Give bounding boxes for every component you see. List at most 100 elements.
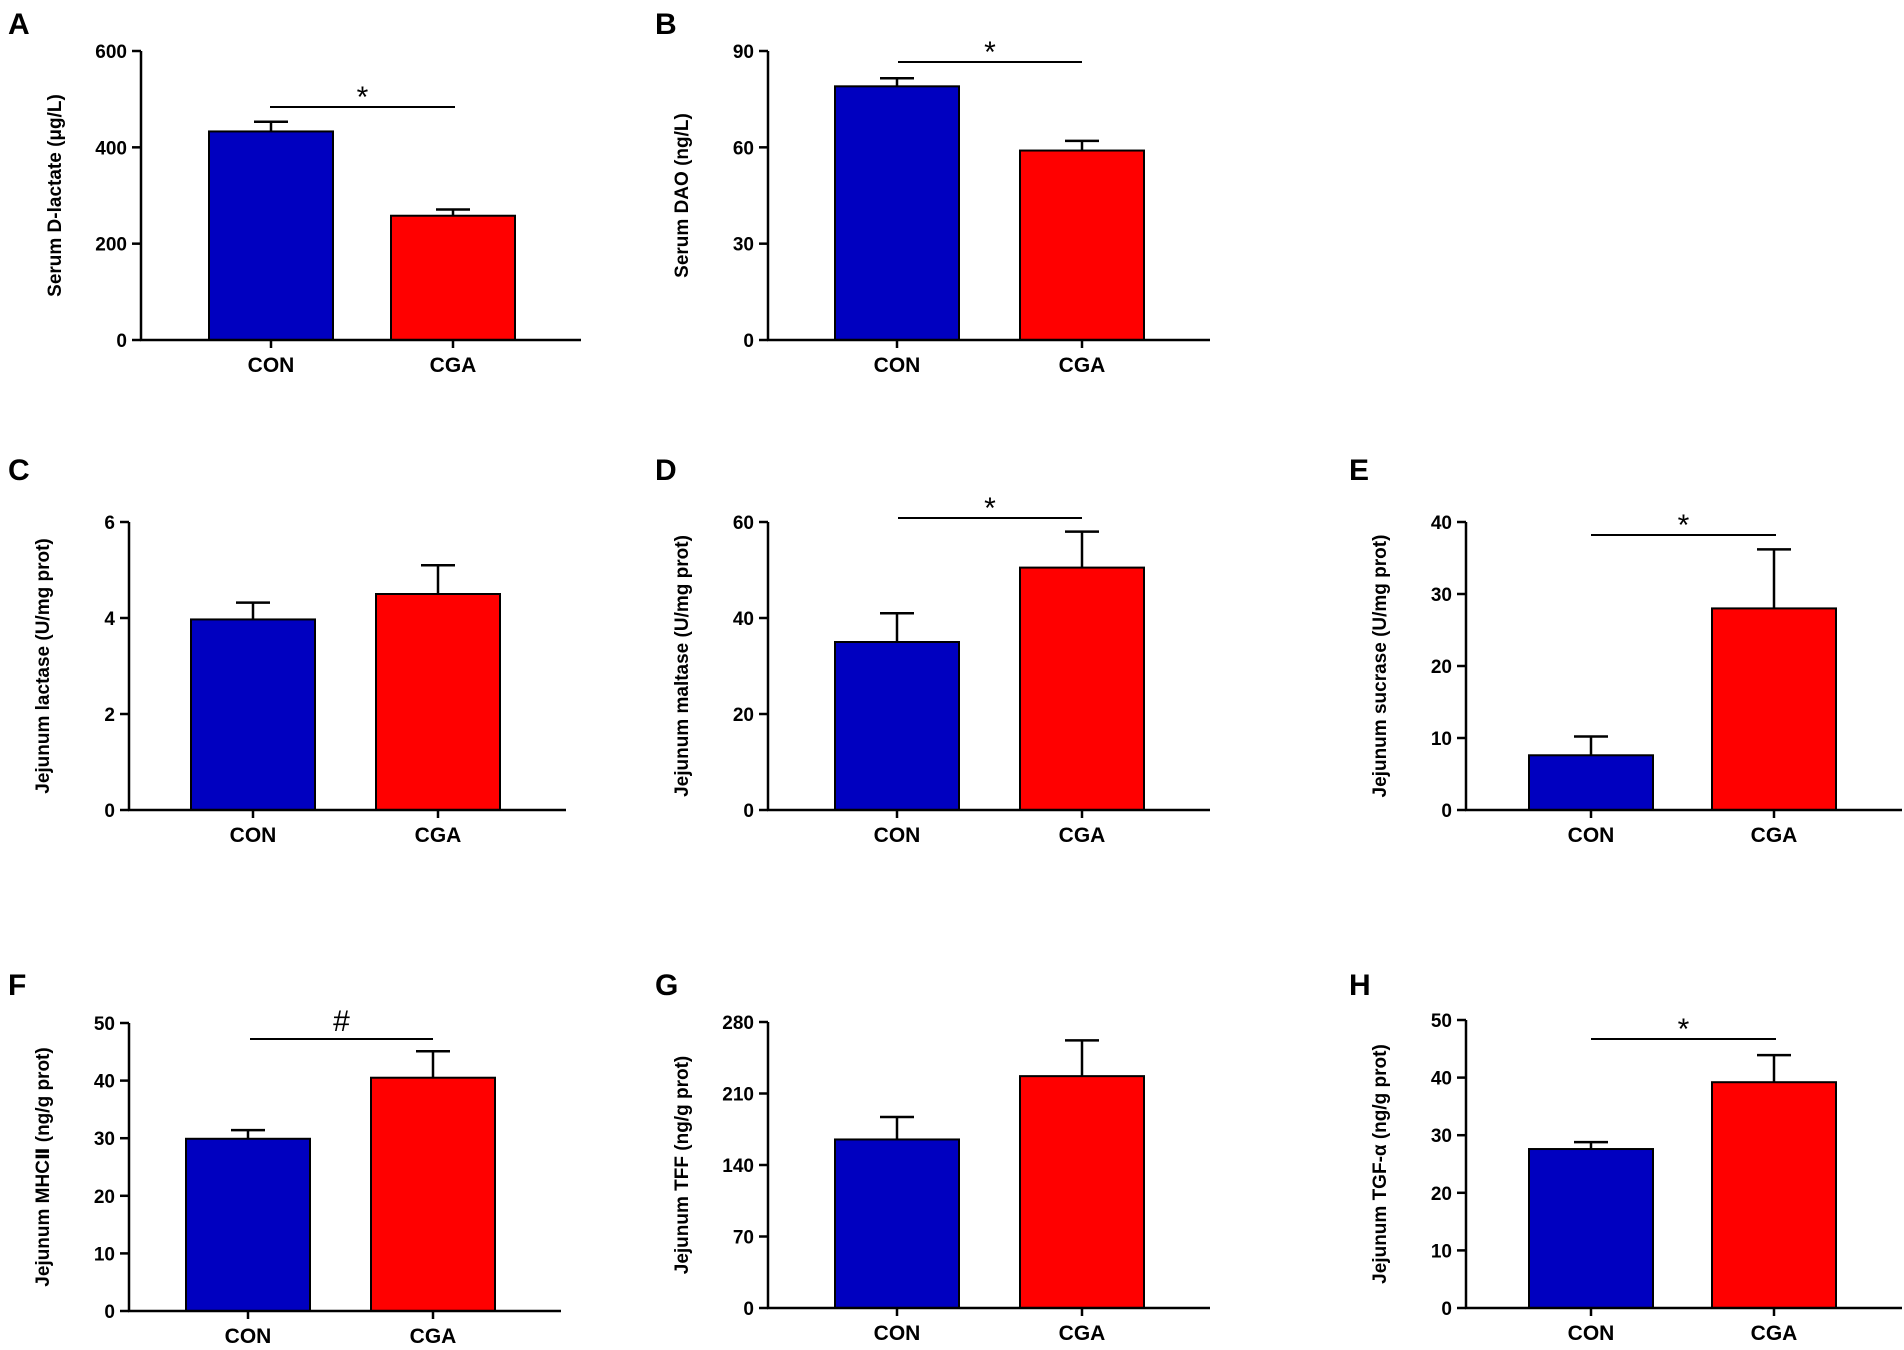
y-tick-label: 40: [1431, 1069, 1452, 1090]
y-tick-label: 90: [733, 42, 754, 63]
chart-panel-a: A Serum D-lactate (μg/L) CON CGA 0 200 400 600 *: [8, 8, 581, 377]
y-tick-label: 30: [94, 1129, 115, 1150]
category-label-cga: CGA: [1059, 1322, 1106, 1345]
chart-panel-b: B Serum DAO (ng/L) CON CGA 0 30 60 90 *: [655, 8, 1210, 377]
significance-marker: *: [984, 492, 996, 525]
significance-marker: *: [984, 36, 996, 69]
y-tick-label: 10: [94, 1244, 115, 1265]
y-tick-label: 0: [104, 801, 115, 822]
y-tick-label: 60: [733, 513, 754, 534]
y-tick-label: 0: [743, 801, 754, 822]
category-label-con: CON: [248, 354, 295, 377]
y-tick-label: 2: [104, 705, 115, 726]
y-tick-label: 280: [722, 1013, 754, 1034]
chart-panel-h: H Jejunum TGF-α (ng/g prot) CON CGA 0 10 20 30 4…: [1349, 969, 1902, 1345]
bar-con: [190, 618, 316, 811]
panel-letter: A: [8, 8, 30, 41]
y-tick-label: 20: [1431, 657, 1452, 678]
significance-marker: *: [1678, 1013, 1690, 1046]
category-label-cga: CGA: [1059, 354, 1106, 377]
y-tick-label: 200: [95, 235, 127, 256]
category-label-cga: CGA: [1059, 824, 1106, 847]
y-tick-label: 40: [94, 1072, 115, 1093]
y-tick-label: 0: [104, 1302, 115, 1323]
y-tick-label: 0: [1441, 1299, 1452, 1320]
panel-letter: F: [8, 969, 26, 1002]
y-tick-label: 20: [733, 705, 754, 726]
chart-panel-c: C Jejunum lactase (U/mg prot) CON CGA 0 2 4 6: [8, 454, 566, 847]
bar-cga: [1019, 566, 1145, 811]
y-tick-label: 210: [722, 1085, 754, 1106]
category-label-con: CON: [230, 824, 277, 847]
y-tick-label: 0: [743, 331, 754, 352]
significance-marker: #: [333, 1005, 350, 1038]
panel-letter: D: [655, 454, 677, 487]
significance-marker: *: [357, 81, 369, 114]
bar-con: [185, 1137, 311, 1312]
bar-cga: [1711, 607, 1837, 812]
category-label-con: CON: [874, 824, 921, 847]
y-tick-label: 600: [95, 42, 127, 63]
chart-panel-g: G Jejunum TFF (ng/g prot) CON CGA 0 70 140 210 2…: [655, 969, 1210, 1345]
category-label-con: CON: [225, 1325, 272, 1348]
y-tick-label: 0: [116, 331, 127, 352]
y-tick-label: 140: [722, 1156, 754, 1177]
y-tick-label: 70: [733, 1228, 754, 1249]
panel-letter: C: [8, 454, 30, 487]
y-tick-label: 20: [94, 1187, 115, 1208]
significance-marker: *: [1678, 509, 1690, 542]
y-tick-label: 40: [733, 609, 754, 630]
y-axis-label: Jejunum TGF-α (ng/g prot): [1370, 1044, 1391, 1284]
category-label-cga: CGA: [1751, 1322, 1798, 1345]
bar-cga: [1019, 149, 1145, 341]
y-tick-label: 400: [95, 138, 127, 159]
y-tick-label: 50: [94, 1014, 115, 1035]
panel-letter: E: [1349, 454, 1369, 487]
category-label-cga: CGA: [415, 824, 462, 847]
bar-con: [834, 85, 960, 341]
panel-letter: G: [655, 969, 678, 1002]
category-label-con: CON: [874, 354, 921, 377]
bar-con: [834, 1138, 960, 1309]
bar-cga: [375, 593, 501, 811]
y-axis-label: Serum DAO (ng/L): [672, 113, 693, 278]
bar-cga: [1711, 1081, 1837, 1310]
bar-con: [1528, 1148, 1654, 1310]
chart-panel-e: E Jejunum sucrase (U/mg prot) CON CGA 0 10 20 3…: [1349, 454, 1902, 847]
y-axis-label: Jejunum MHCⅡ (ng/g prot): [33, 1047, 54, 1286]
y-axis-label: Jejunum sucrase (U/mg prot): [1370, 535, 1391, 798]
y-tick-label: 10: [1431, 1241, 1452, 1262]
y-axis-label: Jejunum TFF (ng/g prot): [672, 1056, 693, 1274]
category-label-con: CON: [1568, 1322, 1615, 1345]
bar-con: [1528, 754, 1654, 812]
y-tick-label: 30: [1431, 585, 1452, 606]
bar-con: [834, 641, 960, 811]
y-tick-label: 40: [1431, 513, 1452, 534]
y-tick-label: 30: [1431, 1126, 1452, 1147]
y-tick-label: 60: [733, 138, 754, 159]
y-axis-label: Jejunum maltase (U/mg prot): [672, 535, 693, 797]
chart-panel-f: F Jejunum MHCⅡ (ng/g prot) CON CGA 0 10 20 30 40…: [8, 969, 561, 1348]
y-tick-label: 30: [733, 235, 754, 256]
category-label-cga: CGA: [1751, 824, 1798, 847]
bar-con: [208, 130, 334, 341]
category-label-con: CON: [874, 1322, 921, 1345]
y-tick-label: 4: [104, 609, 115, 630]
bar-cga: [1019, 1075, 1145, 1310]
panel-letter: H: [1349, 969, 1371, 1002]
category-label-cga: CGA: [430, 354, 477, 377]
y-tick-label: 20: [1431, 1184, 1452, 1205]
y-tick-label: 10: [1431, 729, 1452, 750]
category-label-con: CON: [1568, 824, 1615, 847]
panel-letter: B: [655, 8, 677, 41]
bar-cga: [370, 1076, 496, 1312]
y-axis-label: Serum D-lactate (μg/L): [45, 94, 66, 297]
chart-panel-d: D Jejunum maltase (U/mg prot) CON CGA 0 20 40 6…: [655, 454, 1210, 847]
bar-cga: [390, 214, 516, 341]
y-tick-label: 0: [743, 1299, 754, 1320]
y-tick-label: 0: [1441, 801, 1452, 822]
y-axis-label: Jejunum lactase (U/mg prot): [33, 538, 54, 794]
y-tick-label: 6: [104, 513, 115, 534]
y-tick-label: 50: [1431, 1011, 1452, 1032]
